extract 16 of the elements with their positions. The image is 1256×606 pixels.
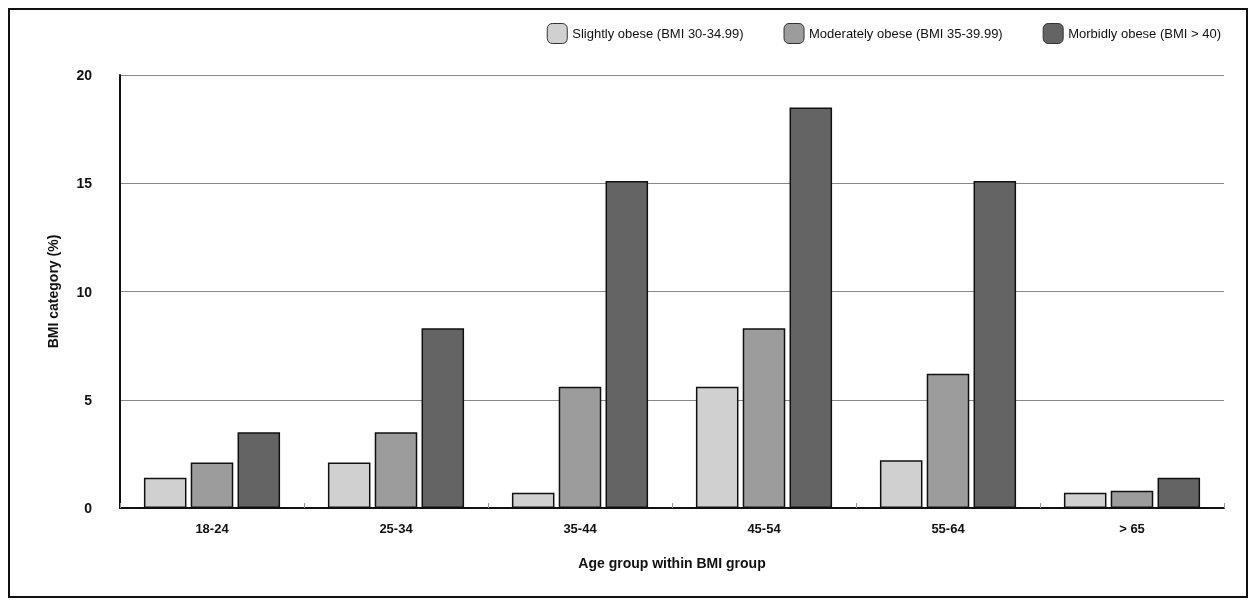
x-tick-label: > 65 (1119, 521, 1145, 536)
x-tick-label: 45-54 (747, 521, 782, 536)
x-tick-label: 18-24 (195, 521, 230, 536)
legend-label: Slightly obese (BMI 30-34.99) (572, 26, 744, 41)
y-tick-label: 0 (84, 500, 93, 516)
y-tick-label: 20 (76, 67, 93, 83)
legend-label: Moderately obese (BMI 35-39.99) (809, 26, 1003, 41)
x-tick-label: 35-44 (563, 521, 598, 536)
x-tick-label: 25-34 (379, 521, 414, 536)
x-tick-label: 55-64 (931, 521, 966, 536)
y-tick-label: 15 (76, 175, 93, 192)
y-axis-title: BMI category (%) (45, 234, 61, 349)
x-axis-title: Age group within BMI group (578, 555, 766, 571)
legend-label: Morbidly obese (BMI > 40) (1068, 26, 1222, 41)
y-tick-label: 10 (76, 283, 93, 300)
y-tick-label: 5 (84, 391, 93, 408)
